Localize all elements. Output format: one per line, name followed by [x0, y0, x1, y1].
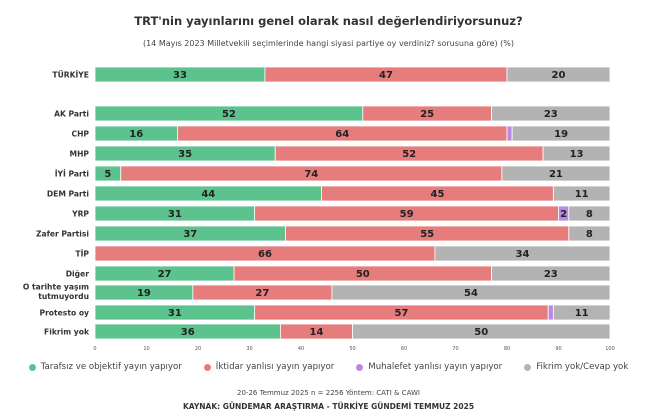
bar-segment: [552, 185, 611, 202]
legend-item-neutral: Tarafsız ve objektif yayın yapıyor: [28, 362, 182, 372]
x-tick-label: 30: [246, 346, 252, 352]
category-label: DEM Parti: [47, 190, 89, 199]
data-label: 37: [183, 229, 197, 240]
data-label: 47: [379, 70, 393, 81]
bar-segment: [568, 205, 611, 222]
bar-segment: [542, 145, 611, 162]
data-label: 16: [129, 129, 143, 140]
category-label: Zafer Partisi: [36, 230, 89, 239]
legend-label-pro-government: İktidar yanlısı yayın yapıyor: [215, 362, 335, 372]
data-label: 5: [104, 169, 111, 180]
category-label: O tarihte yaşım tutmuyordu: [23, 283, 89, 302]
x-tick-label: 50: [349, 346, 355, 352]
data-label: 57: [394, 308, 408, 319]
x-tick-label: 60: [401, 346, 407, 352]
x-tick-label: 20: [195, 346, 201, 352]
bar-segment: [491, 105, 611, 122]
data-label: 52: [402, 149, 416, 160]
legend-item-no-opinion: Fikrim yok/Cevap yok: [524, 362, 628, 372]
data-label: 54: [464, 288, 478, 299]
data-label: 8: [586, 229, 593, 240]
x-tick-label: 90: [555, 346, 561, 352]
x-tick-label: 80: [504, 346, 510, 352]
x-tick-label: 40: [298, 346, 304, 352]
bar-segment: [501, 165, 611, 182]
chart-subtitle: (14 Mayıs 2023 Milletvekili seçimlerinde…: [142, 39, 515, 48]
data-label: 13: [570, 149, 584, 160]
legend-item-pro-opposition: Muhalefet yanlısı yayın yapıyor: [356, 362, 502, 372]
data-label: 55: [420, 229, 434, 240]
data-label: 35: [178, 149, 192, 160]
bar-segment: [511, 125, 611, 142]
category-label: TÜRKİYE: [52, 71, 89, 80]
data-label: 44: [201, 189, 215, 200]
category-label: Diğer: [66, 270, 89, 279]
legend: Tarafsız ve objektif yayın yapıyor İktid…: [0, 362, 657, 372]
category-label: YRP: [71, 210, 89, 219]
legend-label-no-opinion: Fikrim yok/Cevap yok: [536, 362, 629, 372]
data-label: 19: [554, 129, 568, 140]
data-label: 2: [560, 209, 567, 220]
bar-segment: [552, 304, 611, 321]
data-label: 11: [575, 189, 589, 200]
legend-item-pro-government: İktidar yanlısı yayın yapıyor: [203, 362, 335, 372]
category-label: İYİ Parti: [55, 170, 89, 179]
data-label: 8: [586, 209, 593, 220]
x-tick-label: 70: [452, 346, 458, 352]
data-label: 36: [181, 327, 195, 338]
data-label: 66: [258, 249, 272, 260]
data-label: 45: [431, 189, 445, 200]
data-label: 25: [420, 109, 434, 120]
bar-segment: [352, 323, 611, 340]
source-line: KAYNAK: GÜNDEMAR ARAŞTIRMA - TÜRKİYE GÜN…: [182, 402, 475, 411]
data-label: 34: [515, 249, 529, 260]
data-label: 59: [400, 209, 414, 220]
legend-label-pro-opposition: Muhalefet yanlısı yayın yapıyor: [368, 362, 503, 372]
data-label: 50: [474, 327, 488, 338]
bar-segment: [331, 284, 611, 301]
data-label: 33: [173, 70, 187, 81]
legend-swatch-no-opinion: [524, 363, 532, 371]
data-label: 27: [255, 288, 269, 299]
bar-segment: [491, 265, 611, 282]
bar-segment: [547, 304, 554, 321]
x-tick-label: 100: [605, 346, 615, 352]
data-label: 52: [222, 109, 236, 120]
data-label: 50: [356, 269, 370, 280]
chart-title: TRT'nin yayınlarını genel olarak nasıl d…: [134, 14, 523, 28]
data-label: 23: [544, 269, 558, 280]
category-label: Fikrim yok: [44, 328, 90, 337]
legend-label-neutral: Tarafsız ve objektif yayın yapıyor: [40, 362, 182, 372]
data-label: 27: [158, 269, 172, 280]
data-label: 11: [575, 308, 589, 319]
data-label: 64: [335, 129, 349, 140]
data-label: 20: [552, 70, 566, 81]
data-label: 31: [168, 308, 182, 319]
legend-swatch-neutral: [28, 363, 36, 371]
bar-segment: [434, 245, 611, 262]
category-label: MHP: [70, 150, 90, 159]
data-label: 23: [544, 109, 558, 120]
x-tick-label: 0: [93, 346, 96, 352]
data-label: 74: [304, 169, 318, 180]
survey-meta: 20-26 Temmuz 2025 n = 2256 Yöntem: CATI …: [237, 389, 420, 397]
data-label: 14: [309, 327, 323, 338]
bar-segment: [568, 225, 611, 242]
category-label: CHP: [72, 130, 90, 139]
category-label: TİP: [75, 250, 89, 259]
bar-segment: [506, 125, 513, 142]
data-label: 21: [549, 169, 563, 180]
x-tick-label: 10: [143, 346, 149, 352]
category-label: AK Parti: [54, 110, 89, 119]
legend-swatch-pro-government: [203, 363, 211, 371]
category-label: Protesto oy: [40, 309, 90, 318]
data-label: 19: [137, 288, 151, 299]
legend-swatch-pro-opposition: [356, 363, 364, 371]
bar-segment: [506, 66, 611, 83]
data-label: 31: [168, 209, 182, 220]
